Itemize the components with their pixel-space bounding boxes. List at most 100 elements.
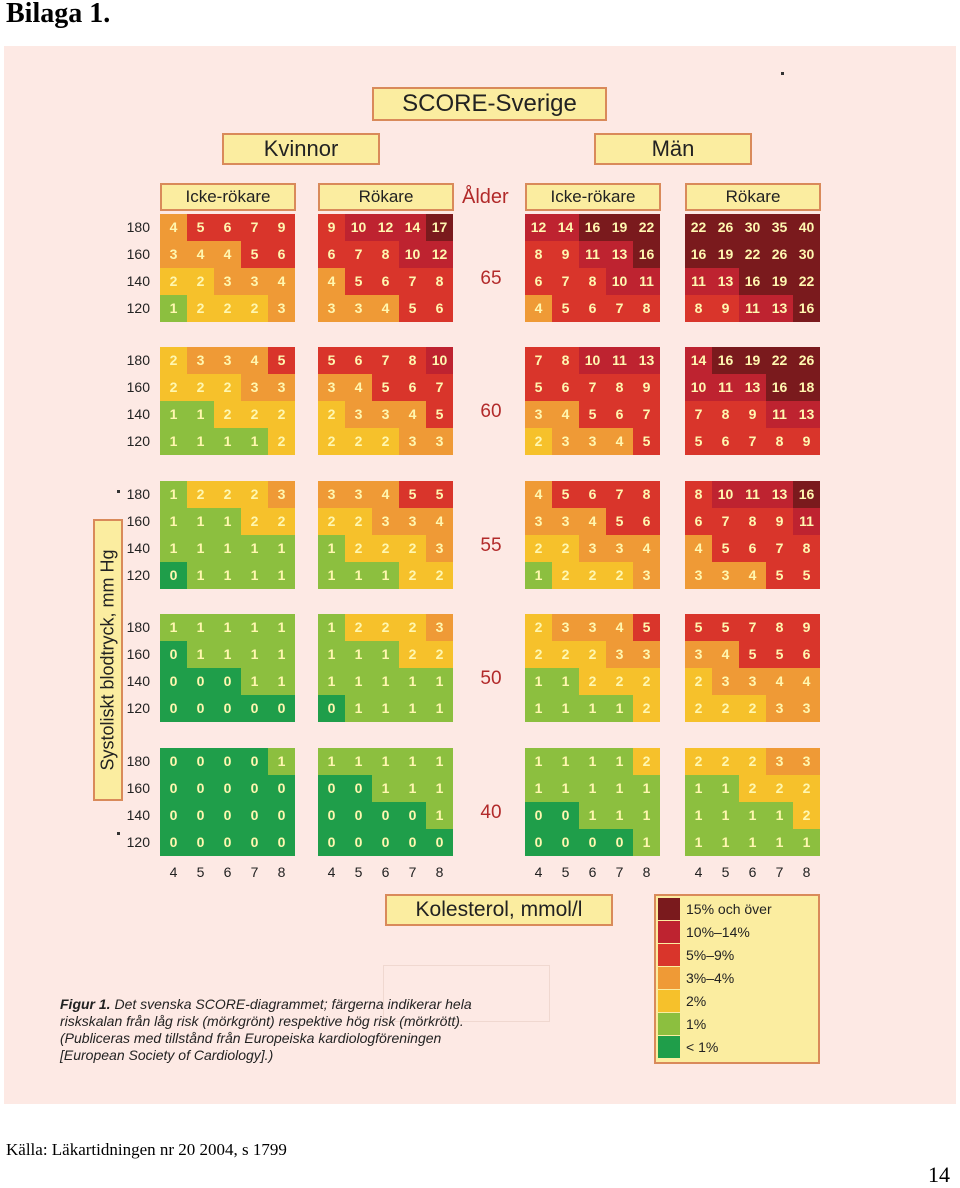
- risk-cell: 1: [318, 668, 345, 695]
- risk-cell: 1: [345, 748, 372, 775]
- risk-cell: 0: [241, 829, 268, 856]
- risk-cell: 12: [372, 214, 399, 241]
- risk-cell: 1: [633, 829, 660, 856]
- risk-cell: 14: [399, 214, 426, 241]
- page-heading: Bilaga 1.: [6, 0, 111, 29]
- speck: [781, 72, 784, 75]
- risk-cell: 1: [241, 562, 268, 589]
- risk-cell: 8: [525, 241, 552, 268]
- legend-swatch: [658, 967, 680, 989]
- risk-cell: 4: [552, 401, 579, 428]
- risk-cell: 8: [633, 295, 660, 322]
- risk-cell: 0: [160, 641, 187, 668]
- risk-cell: 0: [187, 668, 214, 695]
- risk-cell: 2: [633, 695, 660, 722]
- risk-cell: 4: [241, 347, 268, 374]
- legend-label: 2%: [686, 993, 707, 1009]
- risk-cell: 3: [399, 428, 426, 455]
- risk-cell: 2: [739, 748, 766, 775]
- cholesterol-tick-label: 6: [748, 864, 757, 880]
- risk-cell: 1: [214, 508, 241, 535]
- risk-cell: 5: [739, 641, 766, 668]
- bp-tick-label: 160: [126, 246, 150, 262]
- risk-cell: 4: [214, 241, 241, 268]
- risk-cell: 0: [160, 748, 187, 775]
- risk-cell: 1: [712, 775, 739, 802]
- cholesterol-tick-label: 4: [169, 864, 178, 880]
- risk-cell: 0: [525, 802, 552, 829]
- risk-cell: 16: [633, 241, 660, 268]
- age-label: 65: [480, 268, 502, 289]
- risk-cell: 1: [268, 535, 295, 562]
- risk-cell: 13: [766, 295, 793, 322]
- risk-cell: 3: [214, 347, 241, 374]
- risk-cell: 3: [372, 401, 399, 428]
- risk-cell: 1: [187, 428, 214, 455]
- risk-cell: 6: [552, 374, 579, 401]
- risk-cell: 7: [606, 481, 633, 508]
- risk-cell: 0: [372, 802, 399, 829]
- risk-cell: 3: [345, 401, 372, 428]
- risk-cell: 0: [160, 562, 187, 589]
- risk-cell: 9: [793, 428, 820, 455]
- risk-cell: 1: [525, 668, 552, 695]
- risk-cell: 2: [214, 295, 241, 322]
- risk-cell: 5: [712, 614, 739, 641]
- risk-cell: 5: [426, 401, 453, 428]
- risk-cell: 2: [579, 562, 606, 589]
- risk-cell: 1: [685, 775, 712, 802]
- risk-cell: 3: [525, 401, 552, 428]
- risk-cell: 11: [739, 481, 766, 508]
- risk-cell: 22: [685, 214, 712, 241]
- risk-cell: 2: [241, 508, 268, 535]
- risk-cell: 11: [579, 241, 606, 268]
- cholesterol-tick-label: 6: [223, 864, 232, 880]
- risk-cell: 5: [241, 241, 268, 268]
- bp-tick-label: 160: [126, 513, 150, 529]
- risk-cell: 2: [525, 535, 552, 562]
- risk-cell: 1: [160, 535, 187, 562]
- risk-cell: 11: [606, 347, 633, 374]
- risk-cell: 3: [579, 614, 606, 641]
- risk-cell: 8: [685, 481, 712, 508]
- risk-cell: 1: [268, 562, 295, 589]
- risk-cell: 0: [552, 802, 579, 829]
- risk-cell: 0: [525, 829, 552, 856]
- risk-cell: 6: [318, 241, 345, 268]
- risk-cell: 40: [793, 214, 820, 241]
- cholesterol-tick-label: 8: [802, 864, 811, 880]
- risk-cell: 0: [241, 695, 268, 722]
- risk-cell: 22: [739, 241, 766, 268]
- risk-cell: 3: [426, 428, 453, 455]
- risk-cell: 3: [345, 481, 372, 508]
- risk-cell: 0: [187, 829, 214, 856]
- risk-cell: 5: [372, 374, 399, 401]
- women-header: Kvinnor: [222, 133, 380, 165]
- risk-cell: 2: [241, 401, 268, 428]
- risk-cell: 7: [766, 535, 793, 562]
- risk-cell: 2: [633, 668, 660, 695]
- risk-cell: 2: [372, 614, 399, 641]
- risk-cell: 0: [241, 802, 268, 829]
- risk-cell: 16: [579, 214, 606, 241]
- risk-cell: 3: [525, 508, 552, 535]
- bp-tick-label: 140: [126, 273, 150, 289]
- bp-tick-label: 140: [126, 807, 150, 823]
- risk-cell: 3: [579, 428, 606, 455]
- risk-cell: 0: [399, 829, 426, 856]
- risk-cell: 4: [345, 374, 372, 401]
- risk-cell: 8: [712, 401, 739, 428]
- bp-tick-label: 120: [126, 433, 150, 449]
- risk-cell: 2: [345, 508, 372, 535]
- risk-cell: 1: [318, 614, 345, 641]
- risk-cell: 1: [712, 802, 739, 829]
- risk-cell: 1: [187, 614, 214, 641]
- risk-cell: 1: [214, 428, 241, 455]
- risk-cell: 1: [345, 695, 372, 722]
- risk-cell: 8: [766, 428, 793, 455]
- risk-cell: 5: [552, 481, 579, 508]
- risk-cell: 18: [793, 374, 820, 401]
- cholesterol-tick-label: 4: [694, 864, 703, 880]
- risk-cell: 12: [426, 241, 453, 268]
- legend-swatch: [658, 990, 680, 1012]
